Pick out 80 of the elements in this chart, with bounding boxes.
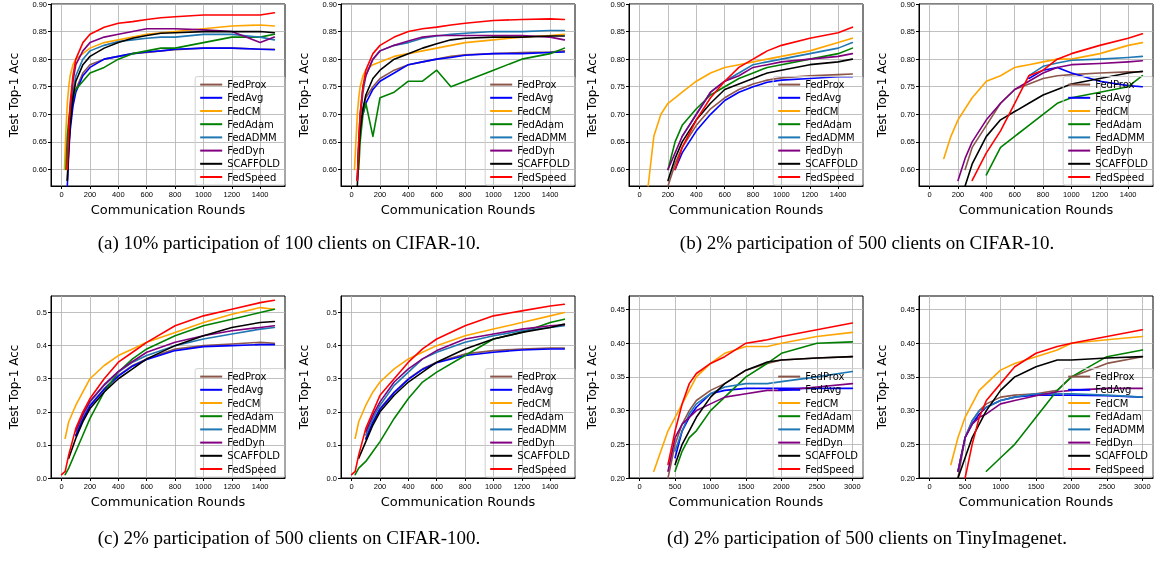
legend-label: FedAdam xyxy=(805,118,852,130)
legend-label: FedAvg xyxy=(517,384,554,396)
legend-label: SCAFFOLD xyxy=(1095,450,1149,462)
legend-label: FedADMM xyxy=(517,423,567,435)
legend-label: FedADMM xyxy=(805,131,855,143)
legend-label: FedSpeed xyxy=(227,463,277,475)
legend-label: FedDyn xyxy=(517,145,555,157)
legend-label: FedProx xyxy=(1095,371,1135,383)
y-axis-title: Test Top-1 Acc xyxy=(297,344,311,431)
legend-label: FedADMM xyxy=(517,131,567,143)
legend-label: FedDyn xyxy=(517,437,555,449)
legend-label: FedSpeed xyxy=(517,171,567,183)
legend-label: FedSpeed xyxy=(1095,463,1145,475)
x-axis-title: Communication Rounds xyxy=(958,493,1114,509)
legend-label: SCAFFOLD xyxy=(805,450,859,462)
legend-label: FedSpeed xyxy=(805,463,855,475)
y-axis-title: Test Top-1 Acc xyxy=(7,344,21,431)
legend-label: FedAdam xyxy=(227,118,274,130)
legend-label: FedAvg xyxy=(805,92,842,104)
legend-label: FedSpeed xyxy=(227,171,277,183)
legend-label: FedProx xyxy=(227,371,267,383)
y-axis-title: Test Top-1 Acc xyxy=(875,52,889,139)
legend-label: FedDyn xyxy=(227,437,265,449)
legend-label: FedCM xyxy=(1095,105,1129,117)
legend-label: FedSpeed xyxy=(1095,171,1145,183)
y-axis-title: Test Top-1 Acc xyxy=(7,52,21,139)
legend-label: FedADMM xyxy=(1095,423,1145,435)
legend-label: FedSpeed xyxy=(517,463,567,475)
legend-label: FedAdam xyxy=(517,118,564,130)
text: (c) 2% participation of 500 clients on CIFAR-100. xyxy=(96,527,482,549)
legend-label: FedCM xyxy=(517,397,551,409)
legend-label: FedDyn xyxy=(1095,437,1133,449)
legend-label: FedADMM xyxy=(227,423,277,435)
text: (b) 2% participation of 500 clients on CIFAR-10. xyxy=(678,232,1056,254)
legend-label: FedCM xyxy=(1095,397,1129,409)
legend-label: FedSpeed xyxy=(805,171,855,183)
legend-label: SCAFFOLD xyxy=(1095,158,1149,170)
legend-label: SCAFFOLD xyxy=(227,450,281,462)
legend-label: FedDyn xyxy=(227,145,265,157)
legend-label: SCAFFOLD xyxy=(805,158,859,170)
x-axis-title: Communication Rounds xyxy=(90,493,246,509)
y-axis-title: Test Top-1 Acc xyxy=(585,344,599,431)
legend-label: FedAdam xyxy=(805,410,852,422)
legend-label: FedProx xyxy=(805,79,845,91)
legend-label: FedADMM xyxy=(227,131,277,143)
x-axis-title: Communication Rounds xyxy=(958,201,1114,217)
legend-label: FedADMM xyxy=(1095,131,1145,143)
legend-label: FedProx xyxy=(227,79,267,91)
legend-label: FedAvg xyxy=(1095,92,1132,104)
legend-label: FedCM xyxy=(227,397,261,409)
legend-label: FedCM xyxy=(805,105,839,117)
legend-label: FedDyn xyxy=(805,145,843,157)
legend-label: FedAdam xyxy=(517,410,564,422)
legend-label: SCAFFOLD xyxy=(517,158,571,170)
legend-label: FedAvg xyxy=(517,92,554,104)
legend-label: FedAdam xyxy=(227,410,274,422)
legend-label: FedCM xyxy=(517,105,551,117)
y-axis-title: Test Top-1 Acc xyxy=(875,344,889,431)
x-axis-title: Communication Rounds xyxy=(668,201,824,217)
legend-label: FedCM xyxy=(227,105,261,117)
x-axis-title: Communication Rounds xyxy=(380,493,536,509)
legend-label: FedAdam xyxy=(1095,410,1142,422)
legend-label: FedAvg xyxy=(227,92,264,104)
legend-label: SCAFFOLD xyxy=(227,158,281,170)
legend-label: FedDyn xyxy=(805,437,843,449)
legend-label: FedDyn xyxy=(1095,145,1133,157)
legend-label: FedAvg xyxy=(227,384,264,396)
legend-label: FedProx xyxy=(517,79,557,91)
legend-label: FedProx xyxy=(517,371,557,383)
text: (a) 10% participation of 100 clients on CIFAR-10. xyxy=(96,232,482,254)
legend-label: FedADMM xyxy=(805,423,855,435)
legend-label: FedAdam xyxy=(1095,118,1142,130)
y-axis-title: Test Top-1 Acc xyxy=(585,52,599,139)
legend-label: FedCM xyxy=(805,397,839,409)
x-axis-title: Communication Rounds xyxy=(668,493,824,509)
legend-label: SCAFFOLD xyxy=(517,450,571,462)
x-axis-title: Communication Rounds xyxy=(380,201,536,217)
y-axis-title: Test Top-1 Acc xyxy=(297,52,311,139)
x-axis-title: Communication Rounds xyxy=(90,201,246,217)
text: (d) 2% participation of 500 clients on TinyImagenet. xyxy=(666,527,1068,549)
